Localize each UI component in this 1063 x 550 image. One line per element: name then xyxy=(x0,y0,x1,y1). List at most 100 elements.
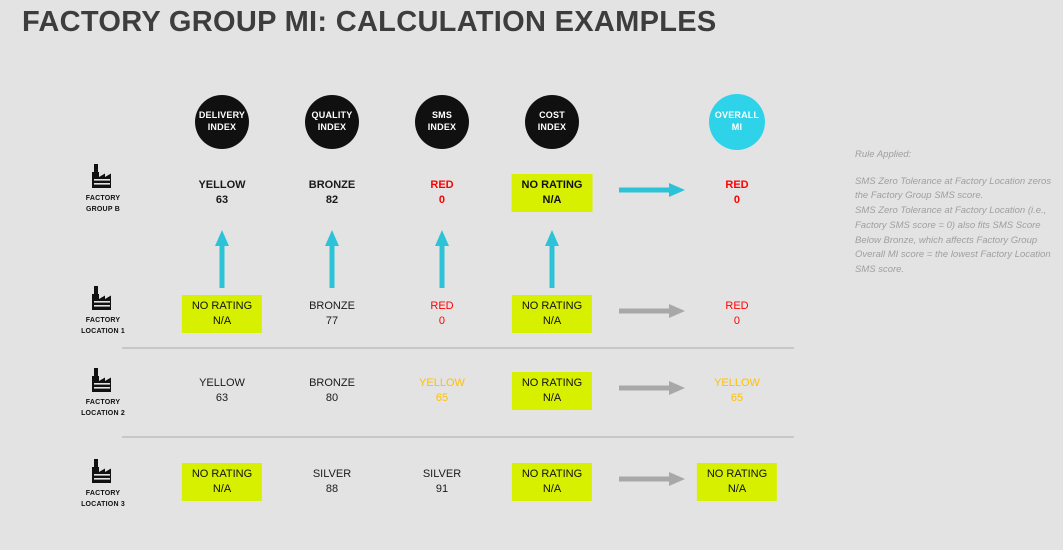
rating-value: N/A xyxy=(727,482,747,495)
rule-paragraph-2: SMS Zero Tolerance at Factory Location (… xyxy=(855,205,1051,276)
rating-text: YELLOW xyxy=(714,377,760,389)
column-header-overall-mi: OVERALL MI xyxy=(709,94,765,150)
cell-groupb-overall: RED 0 xyxy=(725,178,748,208)
rating-text: NO RATING xyxy=(521,468,583,480)
column-header-quality-index: QUALITY INDEX xyxy=(305,95,359,149)
page-title: FACTORY GROUP MI: CALCULATION EXAMPLES xyxy=(22,6,717,38)
cell-loc3-quality: SILVER 88 xyxy=(313,467,351,497)
rating-value: 91 xyxy=(435,482,449,495)
rule-heading: Rule Applied: xyxy=(855,149,912,160)
up-arrow-cyan-icon xyxy=(545,230,559,288)
rating-value: N/A xyxy=(542,391,562,404)
rating-value: 80 xyxy=(325,391,339,404)
column-header-label: DELIVERY xyxy=(198,110,246,121)
column-header-label: INDEX xyxy=(317,122,347,132)
factory-icon xyxy=(92,164,111,188)
column-header-label: SMS xyxy=(431,110,453,121)
rating-value: 77 xyxy=(325,314,339,327)
row-label-text: LOCATION 2 xyxy=(81,409,125,417)
rating-text: RED xyxy=(430,300,454,312)
cell-loc3-delivery: NO RATING N/A xyxy=(181,463,263,501)
cell-groupb-delivery: YELLOW 63 xyxy=(198,178,245,208)
rating-value: N/A xyxy=(212,482,232,495)
rating-text: YELLOW xyxy=(198,179,246,191)
cell-loc1-sms: RED 0 xyxy=(430,299,453,329)
cell-loc1-overall: RED 0 xyxy=(725,299,748,329)
rating-text: NO RATING xyxy=(706,468,768,480)
row-label-text: LOCATION 1 xyxy=(81,327,125,335)
cell-groupb-sms: RED 0 xyxy=(430,178,453,208)
rating-value: 0 xyxy=(733,314,741,327)
rating-text: NO RATING xyxy=(521,300,583,312)
rating-value: 65 xyxy=(435,391,449,404)
rating-text: NO RATING xyxy=(191,468,253,480)
cell-loc2-overall: YELLOW 65 xyxy=(714,376,760,406)
rating-text: NO RATING xyxy=(521,179,583,191)
cell-loc1-delivery: NO RATING N/A xyxy=(181,295,263,333)
rating-value: 65 xyxy=(730,391,744,404)
rating-value: N/A xyxy=(542,193,562,206)
rating-text: RED xyxy=(430,179,454,191)
row-label-text: FACTORY xyxy=(85,195,121,202)
column-header-label: INDEX xyxy=(207,122,237,132)
rating-text: BRONZE xyxy=(309,377,355,389)
column-header-label: QUALITY xyxy=(311,110,353,121)
cell-loc1-cost: NO RATING N/A xyxy=(511,295,593,333)
factory-icon xyxy=(92,459,111,483)
rule-paragraph-1: SMS Zero Tolerance at Factory Location z… xyxy=(855,175,1052,202)
up-arrow-cyan-icon xyxy=(325,230,339,288)
rating-value: 0 xyxy=(438,193,446,206)
rating-value: N/A xyxy=(542,314,562,327)
row-label-factory-location-2: FACTORY LOCATION 2 xyxy=(63,398,143,419)
cell-loc2-cost: NO RATING N/A xyxy=(511,372,593,410)
column-header-label: OVERALL xyxy=(714,110,760,121)
row-label-text: FACTORY xyxy=(85,317,121,324)
cell-loc2-quality: BRONZE 80 xyxy=(309,376,355,406)
cell-loc2-delivery: YELLOW 63 xyxy=(199,376,245,406)
rating-text: BRONZE xyxy=(308,179,356,191)
row-label-factory-group-b: FACTORY GROUP B xyxy=(63,194,143,215)
rule-applied-note: Rule Applied: SMS Zero Tolerance at Fact… xyxy=(855,148,1053,278)
rating-value: 0 xyxy=(733,193,741,206)
rating-text: SILVER xyxy=(312,468,352,480)
rating-text: NO RATING xyxy=(191,300,253,312)
factory-icon xyxy=(92,286,111,310)
column-header-label: INDEX xyxy=(537,122,567,132)
row-label-factory-location-3: FACTORY LOCATION 3 xyxy=(63,489,143,510)
rating-text: YELLOW xyxy=(419,377,465,389)
rating-text: RED xyxy=(725,300,749,312)
rating-text: RED xyxy=(725,179,749,191)
cell-loc3-overall: NO RATING N/A xyxy=(696,463,778,501)
right-arrow-gray-icon xyxy=(619,472,685,486)
rating-text: YELLOW xyxy=(199,377,245,389)
column-header-label: MI xyxy=(731,122,743,132)
rating-value: 88 xyxy=(325,482,339,495)
row-divider xyxy=(122,347,794,349)
up-arrow-cyan-icon xyxy=(215,230,229,288)
rating-value: N/A xyxy=(212,314,232,327)
rating-text: SILVER xyxy=(422,468,462,480)
rating-value: 63 xyxy=(215,391,229,404)
right-arrow-gray-icon xyxy=(619,381,685,395)
rating-value: 63 xyxy=(215,193,229,206)
cell-loc1-quality: BRONZE 77 xyxy=(309,299,355,329)
cell-groupb-quality: BRONZE 82 xyxy=(309,178,355,208)
right-arrow-cyan-icon xyxy=(619,183,685,197)
column-header-label: INDEX xyxy=(427,122,457,132)
rating-text: BRONZE xyxy=(309,300,355,312)
cell-groupb-cost: NO RATING N/A xyxy=(511,174,593,212)
rating-text: NO RATING xyxy=(521,377,583,389)
up-arrow-cyan-icon xyxy=(435,230,449,288)
column-header-label: COST xyxy=(539,110,565,121)
rating-value: 0 xyxy=(438,314,446,327)
factory-icon xyxy=(92,368,111,392)
column-header-cost-index: COST INDEX xyxy=(525,95,579,149)
column-header-sms-index: SMS INDEX xyxy=(415,95,469,149)
row-label-text: FACTORY xyxy=(85,399,121,406)
row-label-text: LOCATION 3 xyxy=(81,500,125,508)
cell-loc3-cost: NO RATING N/A xyxy=(511,463,593,501)
right-arrow-gray-icon xyxy=(619,304,685,318)
row-label-factory-location-1: FACTORY LOCATION 1 xyxy=(63,316,143,337)
row-label-text: FACTORY xyxy=(85,490,121,497)
